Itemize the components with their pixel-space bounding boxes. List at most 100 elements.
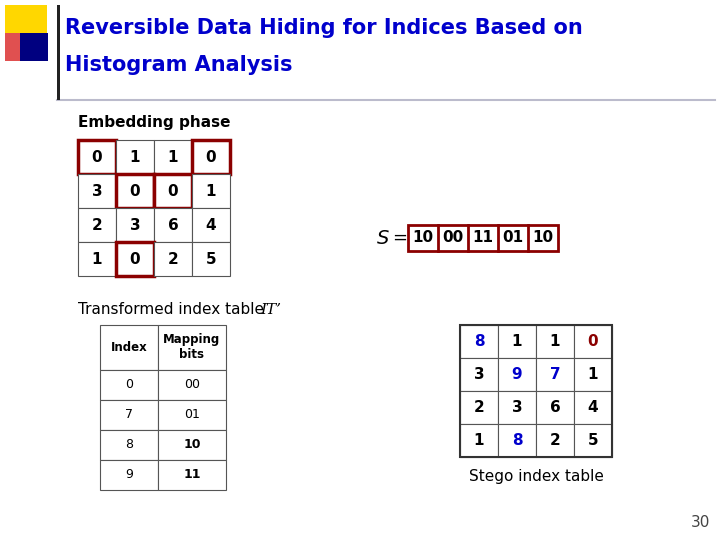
Bar: [100, 430, 158, 460]
Bar: [192, 208, 230, 242]
Text: 3: 3: [91, 184, 102, 199]
Text: 2: 2: [549, 433, 560, 448]
Bar: [154, 174, 192, 208]
Text: Reversible Data Hiding for Indices Based on: Reversible Data Hiding for Indices Based…: [65, 18, 582, 38]
Text: Transformed index table: Transformed index table: [78, 302, 269, 318]
Bar: [158, 325, 226, 370]
Bar: [536, 325, 574, 358]
Text: 2: 2: [91, 218, 102, 233]
Text: 1: 1: [91, 252, 102, 267]
Text: 3: 3: [474, 367, 485, 382]
Text: 2: 2: [168, 252, 179, 267]
Text: 0: 0: [91, 150, 102, 165]
Bar: [100, 325, 158, 370]
Bar: [5, 5, 47, 47]
Bar: [536, 391, 574, 424]
Bar: [116, 208, 154, 242]
Text: 0: 0: [125, 379, 133, 392]
Text: Index: Index: [111, 341, 148, 354]
Text: =: =: [392, 229, 407, 247]
Bar: [154, 140, 192, 174]
Bar: [154, 242, 192, 276]
Bar: [460, 325, 498, 358]
Text: 01: 01: [184, 408, 200, 422]
Text: Embedding phase: Embedding phase: [78, 115, 230, 130]
Bar: [574, 325, 612, 358]
Bar: [78, 208, 116, 242]
Text: 6: 6: [549, 400, 560, 415]
Text: 1: 1: [130, 150, 140, 165]
Bar: [408, 225, 558, 251]
Bar: [100, 400, 158, 430]
Bar: [116, 174, 154, 208]
Text: 7: 7: [549, 367, 560, 382]
Text: 1: 1: [588, 367, 598, 382]
Bar: [158, 400, 226, 430]
Text: 0: 0: [130, 184, 140, 199]
Text: IT’: IT’: [260, 303, 281, 317]
Text: 9: 9: [125, 469, 133, 482]
Text: 0: 0: [168, 184, 179, 199]
Bar: [498, 391, 536, 424]
Text: 1: 1: [474, 433, 485, 448]
Bar: [574, 391, 612, 424]
Text: 4: 4: [588, 400, 598, 415]
Bar: [158, 430, 226, 460]
Bar: [498, 325, 536, 358]
Text: 7: 7: [125, 408, 133, 422]
Bar: [100, 460, 158, 490]
Text: 00: 00: [442, 231, 464, 246]
Text: 1: 1: [168, 150, 179, 165]
Text: 1: 1: [512, 334, 522, 349]
Bar: [536, 358, 574, 391]
Bar: [498, 358, 536, 391]
Bar: [574, 358, 612, 391]
Text: 2: 2: [474, 400, 485, 415]
Text: 0: 0: [206, 150, 216, 165]
Text: 0: 0: [130, 252, 140, 267]
Text: 01: 01: [503, 231, 523, 246]
Bar: [78, 174, 116, 208]
Bar: [192, 174, 230, 208]
Bar: [498, 424, 536, 457]
Text: 11: 11: [184, 469, 201, 482]
Text: 8: 8: [125, 438, 133, 451]
Text: 5: 5: [206, 252, 216, 267]
Text: 9: 9: [512, 367, 522, 382]
Text: 3: 3: [512, 400, 522, 415]
Bar: [460, 391, 498, 424]
Bar: [574, 424, 612, 457]
Text: 6: 6: [168, 218, 179, 233]
Bar: [78, 242, 116, 276]
Bar: [20, 33, 48, 61]
Bar: [116, 140, 154, 174]
Text: 3: 3: [130, 218, 140, 233]
Bar: [57, 5, 60, 100]
Text: 10: 10: [532, 231, 554, 246]
Bar: [460, 424, 498, 457]
Bar: [460, 325, 612, 457]
Text: 30: 30: [690, 515, 710, 530]
Bar: [100, 370, 158, 400]
Text: $\mathit{S}$: $\mathit{S}$: [377, 228, 390, 247]
Bar: [5, 33, 33, 61]
Text: 1: 1: [550, 334, 560, 349]
Text: Stego index table: Stego index table: [469, 469, 603, 484]
Bar: [192, 140, 230, 174]
Text: Histogram Analysis: Histogram Analysis: [65, 55, 292, 75]
Text: 5: 5: [588, 433, 598, 448]
Bar: [192, 242, 230, 276]
Text: 11: 11: [472, 231, 493, 246]
Text: 10: 10: [413, 231, 433, 246]
Bar: [78, 140, 116, 174]
Text: Mapping
bits: Mapping bits: [163, 334, 220, 361]
Text: 8: 8: [512, 433, 522, 448]
Text: 1: 1: [206, 184, 216, 199]
Bar: [460, 358, 498, 391]
Text: 0: 0: [588, 334, 598, 349]
Bar: [154, 208, 192, 242]
Bar: [116, 242, 154, 276]
Text: 10: 10: [184, 438, 201, 451]
Bar: [536, 424, 574, 457]
Bar: [158, 370, 226, 400]
